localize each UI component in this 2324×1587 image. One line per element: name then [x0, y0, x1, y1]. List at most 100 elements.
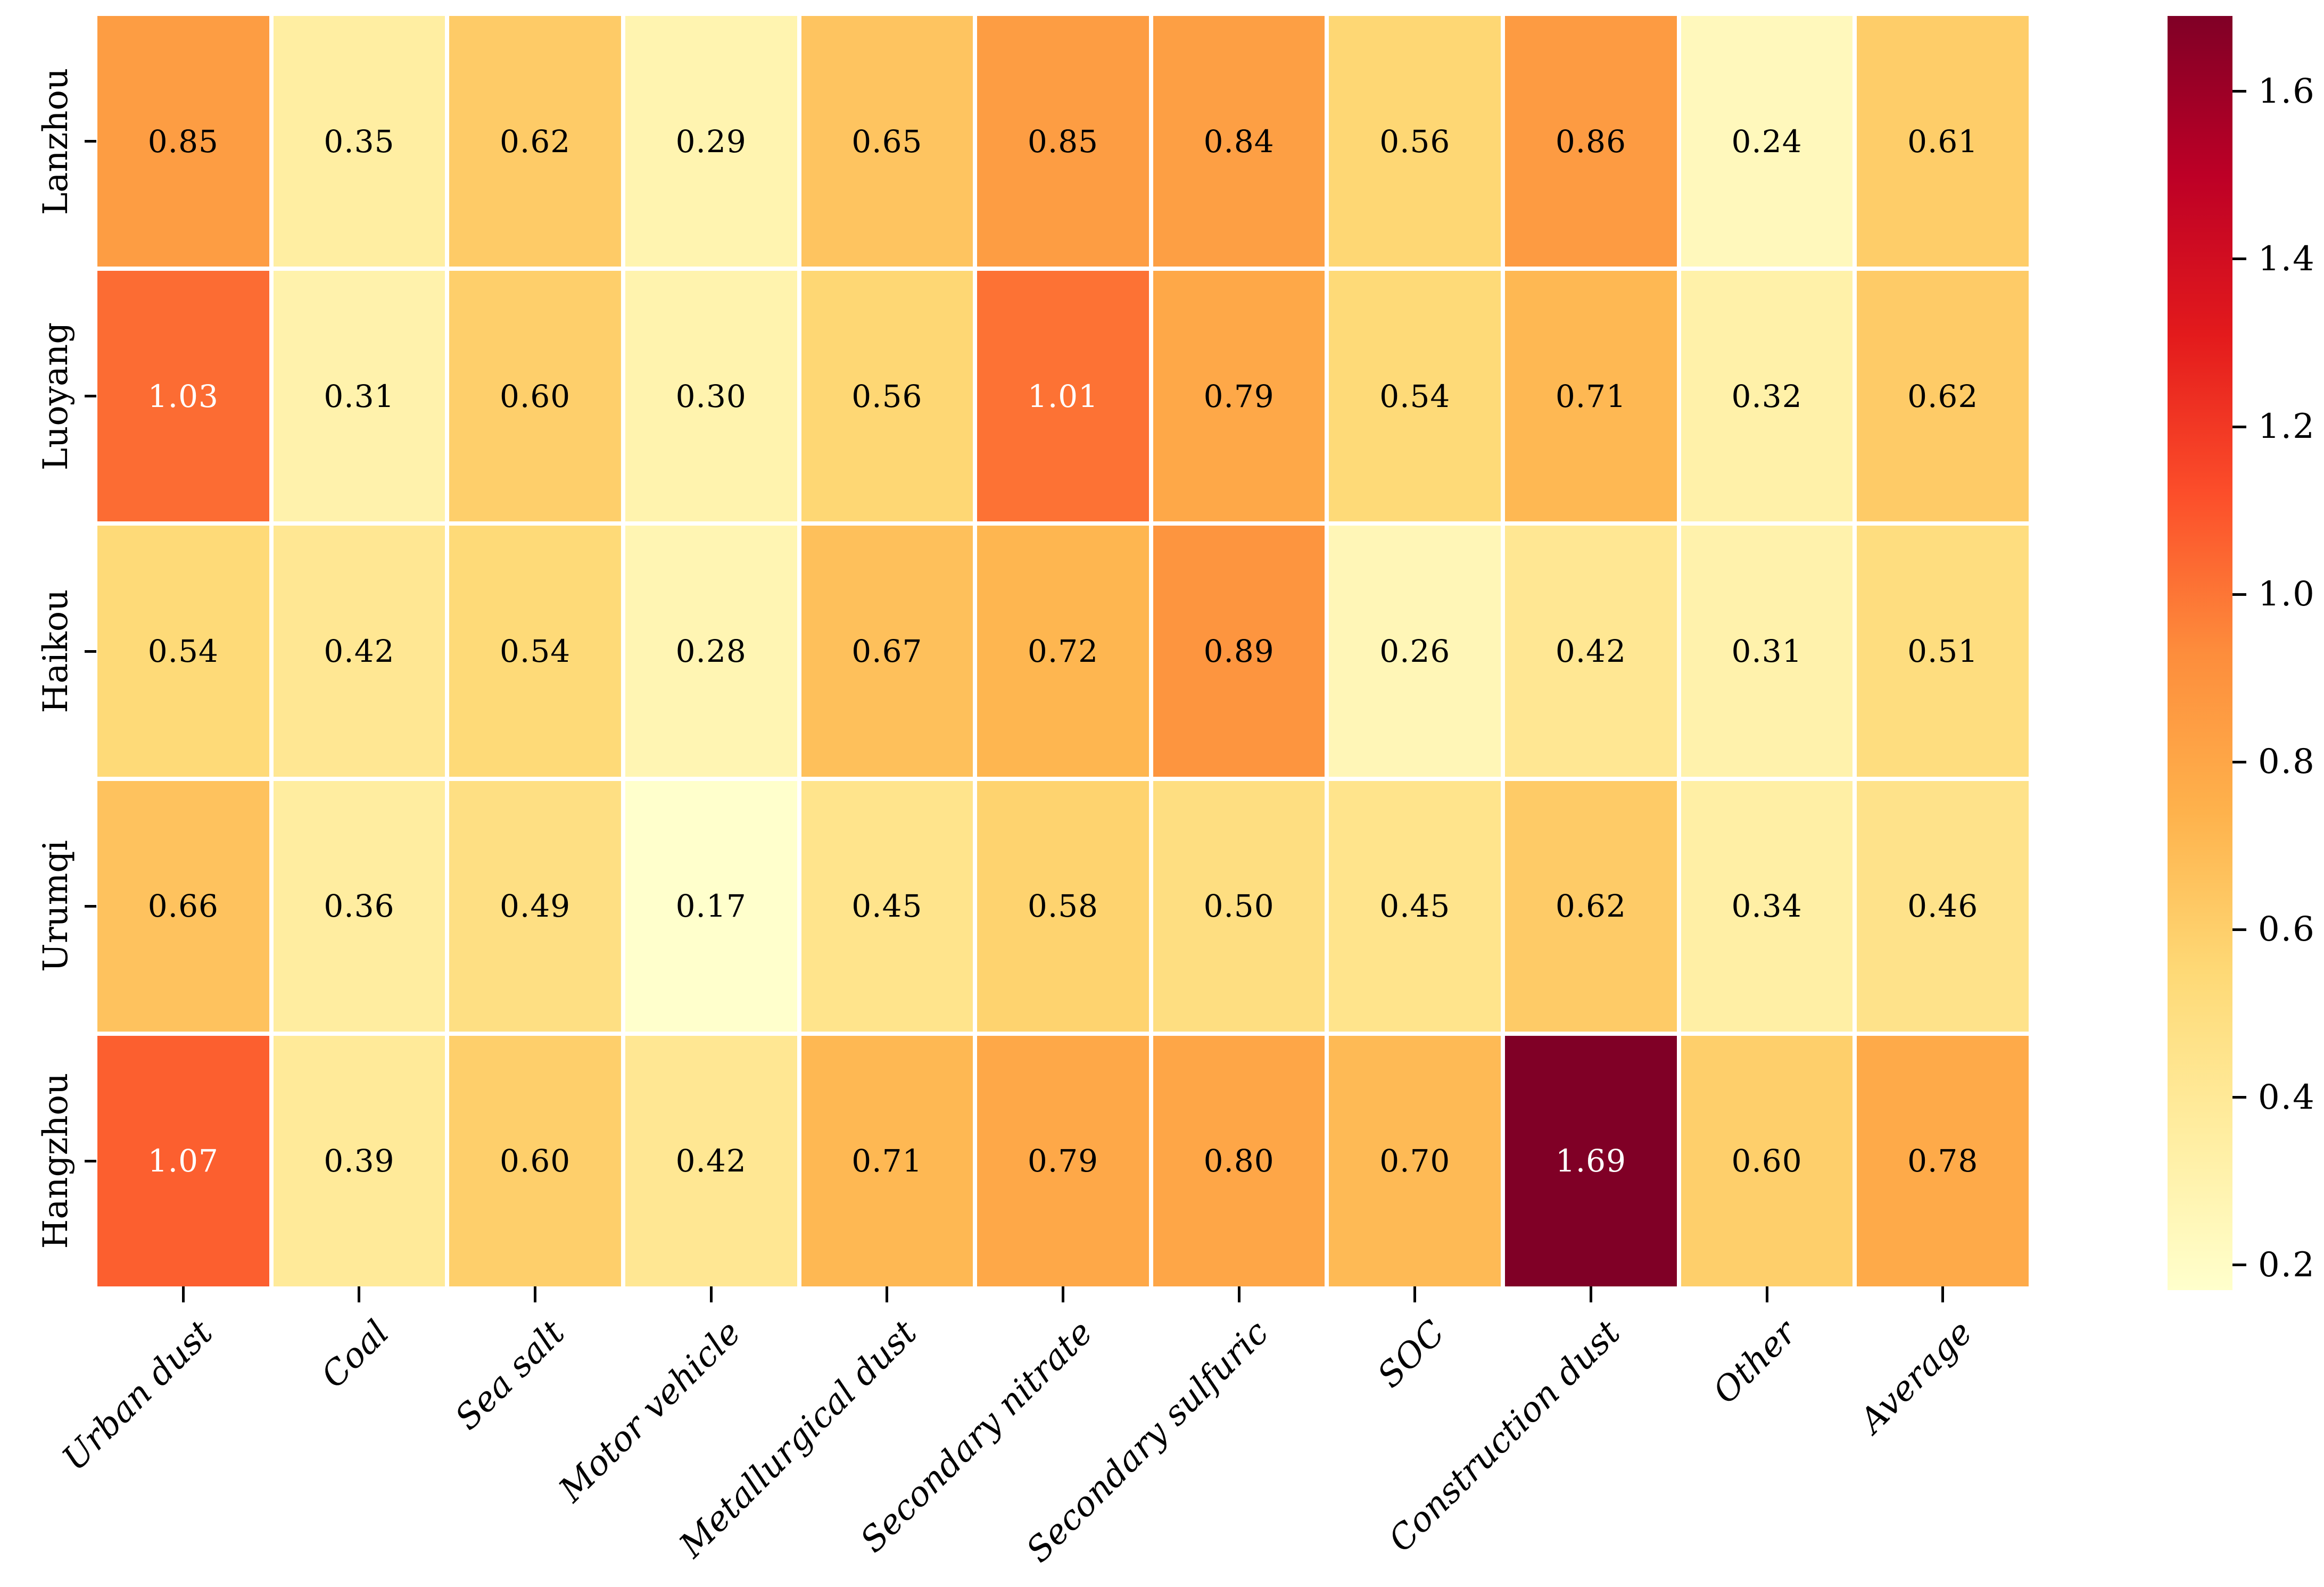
cell-value: 0.54 — [500, 633, 571, 669]
cell-value: 1.07 — [147, 1143, 219, 1179]
cell-value: 0.61 — [1907, 123, 1979, 160]
cell-value: 0.28 — [675, 633, 747, 669]
colorbar-tick-mark — [2232, 1096, 2246, 1099]
x-tick-mark — [534, 1286, 537, 1302]
heatmap-cell: 0.85 — [97, 16, 269, 267]
heatmap-cell: 0.32 — [1681, 271, 1853, 522]
cell-value: 0.62 — [1555, 888, 1626, 925]
heatmap-cell: 0.42 — [273, 526, 445, 777]
cell-value: 0.42 — [1555, 633, 1626, 669]
cell-value: 0.58 — [1027, 888, 1099, 925]
heatmap-cell: 0.31 — [1681, 526, 1853, 777]
cell-value: 0.29 — [675, 123, 747, 160]
cell-value: 1.69 — [1555, 1143, 1626, 1179]
heatmap-cell: 0.54 — [449, 526, 621, 777]
heatmap-cell: 0.58 — [977, 780, 1149, 1032]
colorbar-tick-label: 1.0 — [2258, 575, 2315, 614]
heatmap-cell: 0.79 — [1153, 271, 1325, 522]
heatmap-cell: 0.80 — [1153, 1035, 1325, 1286]
colorbar-tick-label: 1.6 — [2258, 71, 2315, 111]
heatmap-cell: 0.51 — [1857, 526, 2029, 777]
heatmap-cell: 0.78 — [1857, 1035, 2029, 1286]
cell-value: 0.72 — [1027, 633, 1099, 669]
colorbar-tick-label: 0.4 — [2258, 1077, 2315, 1117]
cell-value: 0.46 — [1907, 888, 1979, 925]
cell-value: 0.17 — [675, 888, 747, 925]
cell-value: 0.42 — [675, 1143, 747, 1179]
heatmap-cell: 0.71 — [1505, 271, 1677, 522]
x-tick-mark — [1413, 1286, 1417, 1302]
x-tick-label: Other — [1706, 1313, 1805, 1412]
heatmap-cell: 1.01 — [977, 271, 1149, 522]
heatmap-cell: 0.60 — [449, 271, 621, 522]
heatmap-cell: 1.07 — [97, 1035, 269, 1286]
colorbar-tick-mark — [2232, 593, 2246, 596]
y-tick-label: Hangzhou — [36, 1073, 76, 1249]
heatmap-cell: 0.28 — [625, 526, 797, 777]
heatmap-cell: 0.34 — [1681, 780, 1853, 1032]
x-tick-mark — [1765, 1286, 1768, 1302]
cell-value: 0.54 — [147, 633, 219, 669]
cell-value: 0.50 — [1203, 888, 1275, 925]
cell-value: 0.60 — [1731, 1143, 1802, 1179]
y-tick-mark — [85, 904, 96, 908]
x-tick-mark — [1589, 1286, 1592, 1302]
cell-value: 0.85 — [147, 123, 219, 160]
cell-value: 0.30 — [675, 378, 747, 414]
cell-value: 1.03 — [147, 378, 219, 414]
x-tick-mark — [358, 1286, 361, 1302]
heatmap-cell: 0.49 — [449, 780, 621, 1032]
heatmap-cell: 0.42 — [1505, 526, 1677, 777]
x-tick-mark — [1237, 1286, 1240, 1302]
cell-value: 0.54 — [1379, 378, 1451, 414]
heatmap-cell: 0.39 — [273, 1035, 445, 1286]
y-tick-label: Urumqi — [36, 840, 76, 973]
heatmap-cell: 0.60 — [449, 1035, 621, 1286]
cell-value: 0.80 — [1203, 1143, 1275, 1179]
cell-value: 0.84 — [1203, 123, 1275, 160]
heatmap-cell: 0.24 — [1681, 16, 1853, 267]
colorbar-tick-mark — [2232, 760, 2246, 763]
y-tick-label: Haikou — [36, 589, 76, 713]
heatmap-cell: 0.67 — [801, 526, 973, 777]
cell-value: 0.78 — [1907, 1143, 1979, 1179]
heatmap-cell: 0.54 — [1329, 271, 1501, 522]
x-tick-label: SOC — [1370, 1313, 1453, 1396]
heatmap-cell: 0.72 — [977, 526, 1149, 777]
x-tick-label: Average — [1852, 1313, 1981, 1441]
y-tick-mark — [85, 140, 96, 143]
cell-value: 0.34 — [1731, 888, 1802, 925]
colorbar-tick-mark — [2232, 90, 2246, 93]
cell-value: 0.49 — [500, 888, 571, 925]
colorbar-tick-label: 0.8 — [2258, 742, 2315, 782]
y-tick-label: Lanzhou — [36, 68, 76, 215]
heatmap-cell: 0.45 — [1329, 780, 1501, 1032]
x-tick-label: Motor vehicle — [551, 1313, 749, 1510]
cell-value: 0.62 — [500, 123, 571, 160]
heatmap-cell: 0.42 — [625, 1035, 797, 1286]
heatmap-cell: 1.03 — [97, 271, 269, 522]
cell-value: 0.70 — [1379, 1143, 1451, 1179]
colorbar-tick-label: 0.2 — [2258, 1245, 2315, 1285]
cell-value: 0.62 — [1907, 378, 1979, 414]
cell-value: 0.45 — [1379, 888, 1451, 925]
heatmap-cell: 0.31 — [273, 271, 445, 522]
heatmap-cell: 0.35 — [273, 16, 445, 267]
cell-value: 0.42 — [324, 633, 395, 669]
cell-value: 1.01 — [1027, 378, 1099, 414]
heatmap-cell: 0.66 — [97, 780, 269, 1032]
cell-value: 0.31 — [1731, 633, 1802, 669]
x-tick-label: Sea salt — [448, 1313, 573, 1438]
colorbar-tick-mark — [2232, 257, 2246, 261]
cell-value: 0.32 — [1731, 378, 1802, 414]
heatmap-cell: 0.50 — [1153, 780, 1325, 1032]
cell-value: 0.24 — [1731, 123, 1802, 160]
y-tick-label: Luoyang — [36, 322, 76, 471]
heatmap-cell: 0.62 — [1505, 780, 1677, 1032]
x-tick-mark — [181, 1286, 185, 1302]
heatmap-cell: 0.62 — [1857, 271, 2029, 522]
heatmap-cell: 0.89 — [1153, 526, 1325, 777]
cell-value: 0.79 — [1203, 378, 1275, 414]
colorbar-tick-mark — [2232, 425, 2246, 428]
colorbar-tick-label: 0.6 — [2258, 910, 2315, 950]
